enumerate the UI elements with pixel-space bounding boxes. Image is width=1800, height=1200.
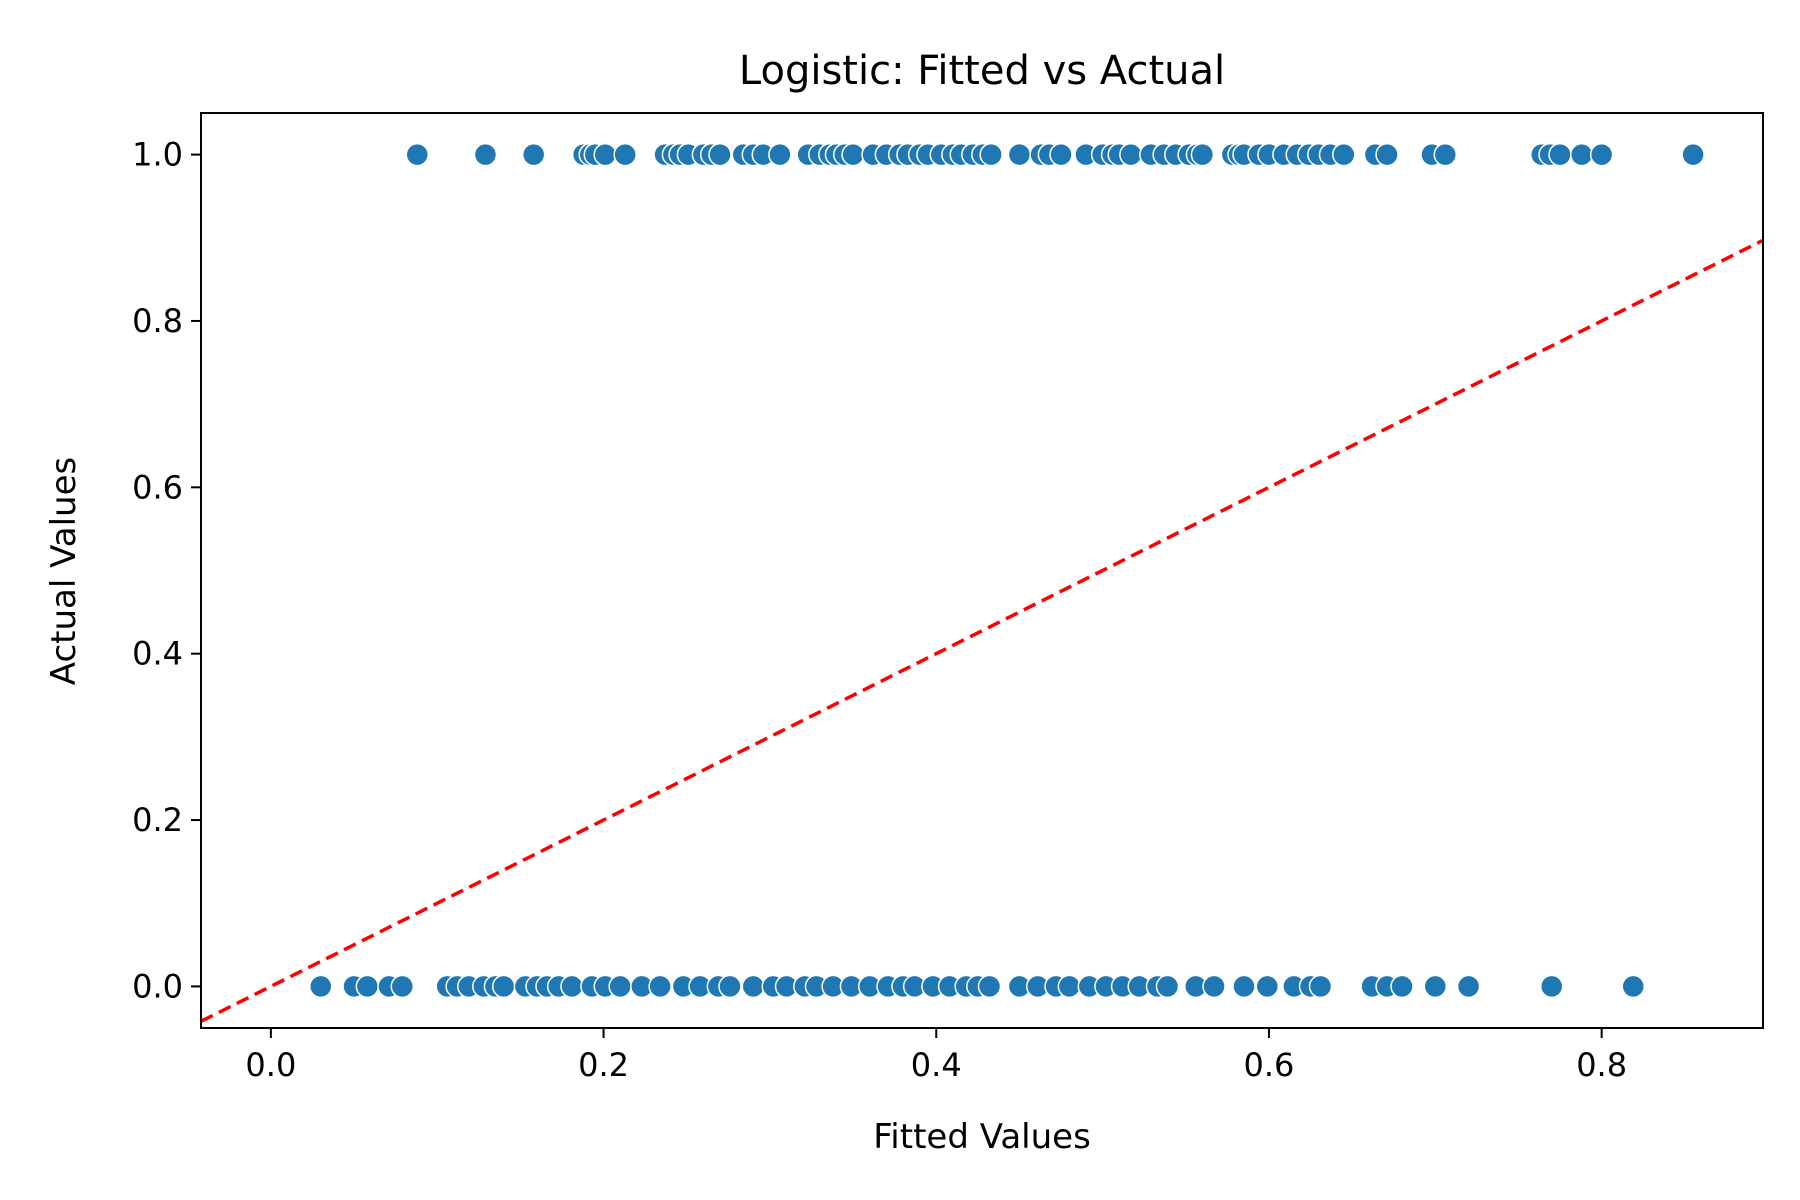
x-tick-label: 0.0 xyxy=(245,1046,296,1084)
x-tick-label: 0.6 xyxy=(1244,1046,1295,1084)
data-point xyxy=(390,974,415,999)
data-point xyxy=(1057,974,1082,999)
data-point xyxy=(405,142,430,167)
data-point xyxy=(1155,974,1180,999)
x-tick-label: 0.4 xyxy=(911,1046,962,1084)
data-point xyxy=(1681,142,1705,167)
y-axis-label: Actual Values xyxy=(44,457,84,685)
data-point xyxy=(1255,974,1280,999)
y-tick-label: 0.0 xyxy=(132,967,183,1005)
y-tick-label: 0.2 xyxy=(132,801,183,839)
data-point xyxy=(1007,142,1032,167)
y-tick-label: 0.6 xyxy=(132,468,183,506)
data-point xyxy=(841,142,865,167)
plot-frame xyxy=(200,112,1764,1029)
data-point xyxy=(1589,142,1614,167)
y-tick-label: 0.4 xyxy=(132,635,183,673)
data-point xyxy=(492,974,516,999)
data-point xyxy=(1539,974,1564,999)
data-point xyxy=(1232,974,1256,999)
y-tick-label: 1.0 xyxy=(132,136,183,174)
plot-area xyxy=(201,142,1763,1023)
data-point xyxy=(473,142,498,167)
data-point xyxy=(1119,142,1143,167)
data-point xyxy=(768,142,792,167)
data-point xyxy=(1569,142,1594,167)
data-point xyxy=(1190,142,1215,167)
data-point xyxy=(977,974,1002,999)
data-point xyxy=(613,142,637,167)
x-tick-label: 0.2 xyxy=(578,1046,629,1084)
data-point xyxy=(309,974,333,999)
data-point xyxy=(1308,974,1333,999)
y-tick-label: 0.8 xyxy=(132,302,183,340)
data-point xyxy=(979,142,1003,167)
data-point xyxy=(1456,974,1481,999)
x-tick-label: 0.8 xyxy=(1576,1046,1627,1084)
reference-line xyxy=(201,238,1763,1023)
data-point xyxy=(1049,142,1073,167)
axis-ticks: 0.0 0.2 0.4 0.6 0.8 0.0 0.2 0.4 0.6 0.8 1.0 xyxy=(132,136,1627,1084)
x-axis-label: Fitted Values xyxy=(873,1117,1091,1157)
data-point xyxy=(1433,142,1458,167)
data-point xyxy=(1423,974,1448,999)
data-point xyxy=(1202,974,1226,999)
data-point xyxy=(608,974,632,999)
data-point xyxy=(718,974,742,999)
data-point xyxy=(1375,142,1399,167)
data-point xyxy=(1332,142,1356,167)
data-point xyxy=(1621,974,1645,999)
data-point xyxy=(560,974,584,999)
data-point xyxy=(648,974,672,999)
chart-title: Logistic: Fitted vs Actual xyxy=(739,48,1225,94)
data-point xyxy=(355,974,380,999)
data-point xyxy=(593,142,617,167)
data-point xyxy=(521,142,546,167)
data-point xyxy=(1390,974,1414,999)
data-point xyxy=(741,974,766,999)
data-point xyxy=(708,142,732,167)
data-point xyxy=(1548,142,1572,167)
